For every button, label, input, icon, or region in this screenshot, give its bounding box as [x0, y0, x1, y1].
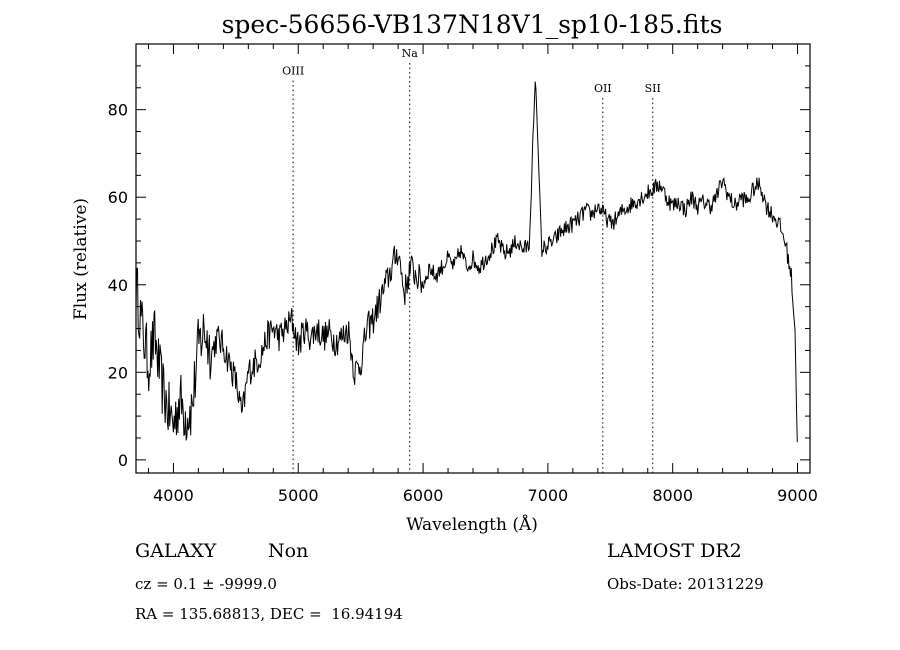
x-tick-label: 9000 [777, 486, 818, 505]
chart-title: spec-56656-VB137N18V1_sp10-185.fits [222, 10, 723, 39]
survey-name: LAMOST DR2 [607, 540, 742, 562]
spectral-line-label: OIII [282, 65, 304, 78]
coordinates-text: RA = 135.68813, DEC = 16.94194 [135, 605, 403, 623]
spectral-line-label: OII [594, 82, 612, 95]
y-tick-label: 80 [108, 101, 128, 120]
x-tick-label: 8000 [652, 486, 693, 505]
y-tick-label: 60 [108, 188, 128, 207]
y-tick-label: 20 [108, 363, 128, 382]
spectral-line-label: SII [645, 82, 661, 95]
x-tick-label: 7000 [528, 486, 569, 505]
object-class: GALAXY [135, 540, 217, 562]
plot-area: 4000 5000 6000 7000 8000 9000 0 20 40 60 80 OIII Na O… [108, 44, 818, 505]
object-subclass: Non [268, 540, 309, 562]
y-tick-label: 40 [108, 276, 128, 295]
y-tick-label: 0 [118, 451, 128, 470]
x-tick-label: 4000 [153, 486, 194, 505]
spectrum-line [135, 81, 798, 443]
y-axis-label: Flux (relative) [71, 198, 91, 320]
x-axis-label: Wavelength (Å) [406, 514, 538, 535]
redshift-text: cz = 0.1 ± -9999.0 [135, 575, 277, 593]
plot-frame [135, 43, 811, 474]
spectral-line-label: Na [402, 47, 419, 60]
x-tick-label: 6000 [403, 486, 444, 505]
obs-date: Obs-Date: 20131229 [607, 575, 764, 593]
x-tick-label: 5000 [278, 486, 319, 505]
